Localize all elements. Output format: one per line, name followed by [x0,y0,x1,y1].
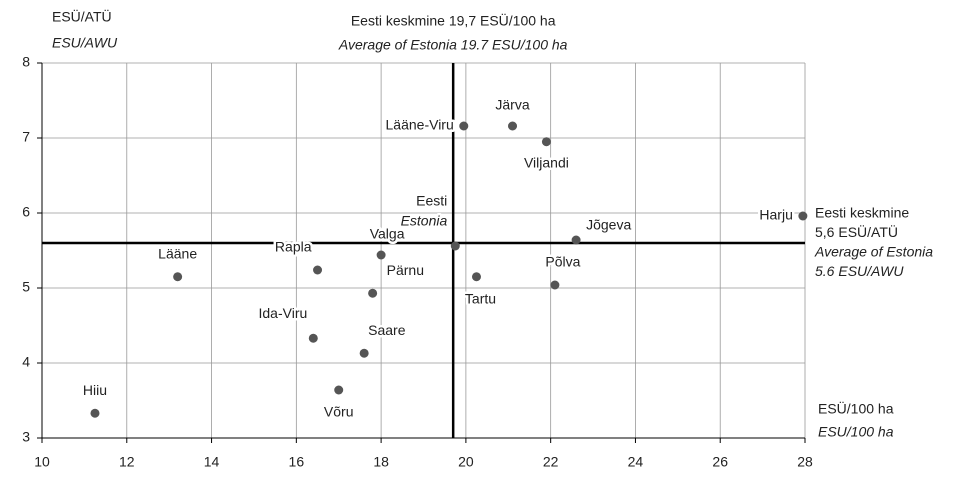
point [90,408,100,418]
annotation: 5.6 ESU/AWU [815,263,904,279]
point-label: Pärnu [387,262,424,278]
axis-label: ESÜ/ATÜ [52,8,112,25]
x-tick-label: 20 [458,454,474,470]
x-tick-label: 28 [797,454,813,470]
point-label: Põlva [545,254,580,270]
y-tick-label: 5 [22,279,30,295]
annotation: Eesti keskmine 19,7 ESÜ/100 ha [351,12,556,29]
point [471,272,481,282]
point [173,272,183,282]
point-label: Harju [759,207,792,223]
point [571,235,581,245]
axis-label: ESU/AWU [52,35,118,51]
point-label: Estonia [401,213,448,229]
x-tick-label: 10 [34,454,50,470]
point [368,288,378,298]
point [798,211,808,221]
annotation: Average of Estonia [814,244,933,260]
y-tick-label: 7 [22,129,30,145]
annotation: Average of Estonia 19.7 ESU/100 ha [338,37,568,53]
x-tick-label: 18 [373,454,389,470]
y-tick-label: 6 [22,204,30,220]
point [541,137,551,147]
y-tick-label: 4 [22,354,30,370]
point-label: Ida-Viru [259,305,308,321]
x-tick-label: 26 [712,454,728,470]
point [508,121,518,131]
point [450,241,460,251]
point [550,280,560,290]
axis-label: ESU/100 ha [818,424,894,440]
annotation: Eesti keskmine [815,205,909,221]
x-tick-label: 14 [204,454,220,470]
x-tick-label: 16 [289,454,305,470]
point [334,385,344,395]
point-label: Võru [324,404,354,420]
point-label: Jõgeva [586,217,631,233]
point [308,333,318,343]
x-tick-label: 22 [543,454,559,470]
axis-label: ESÜ/100 ha [818,400,894,417]
annotation: 5,6 ESÜ/ATÜ [815,223,898,240]
point-label: Saare [368,322,406,338]
point-label: Tartu [465,290,496,306]
point-label: Viljandi [524,154,569,170]
point-label: Hiiu [83,382,107,398]
point-label: Lääne [158,245,197,261]
point [313,265,323,275]
x-tick-label: 12 [119,454,135,470]
point [359,348,369,358]
y-tick-label: 3 [22,429,30,445]
point [459,121,469,131]
point-label: Eesti [416,193,447,209]
point-label: Rapla [275,239,312,255]
x-tick-label: 24 [628,454,644,470]
point-label: Järva [495,97,529,113]
point [376,250,386,260]
point-label: Lääne-Viru [386,117,454,133]
y-tick-label: 8 [22,54,30,70]
point-label: Valga [370,226,405,242]
